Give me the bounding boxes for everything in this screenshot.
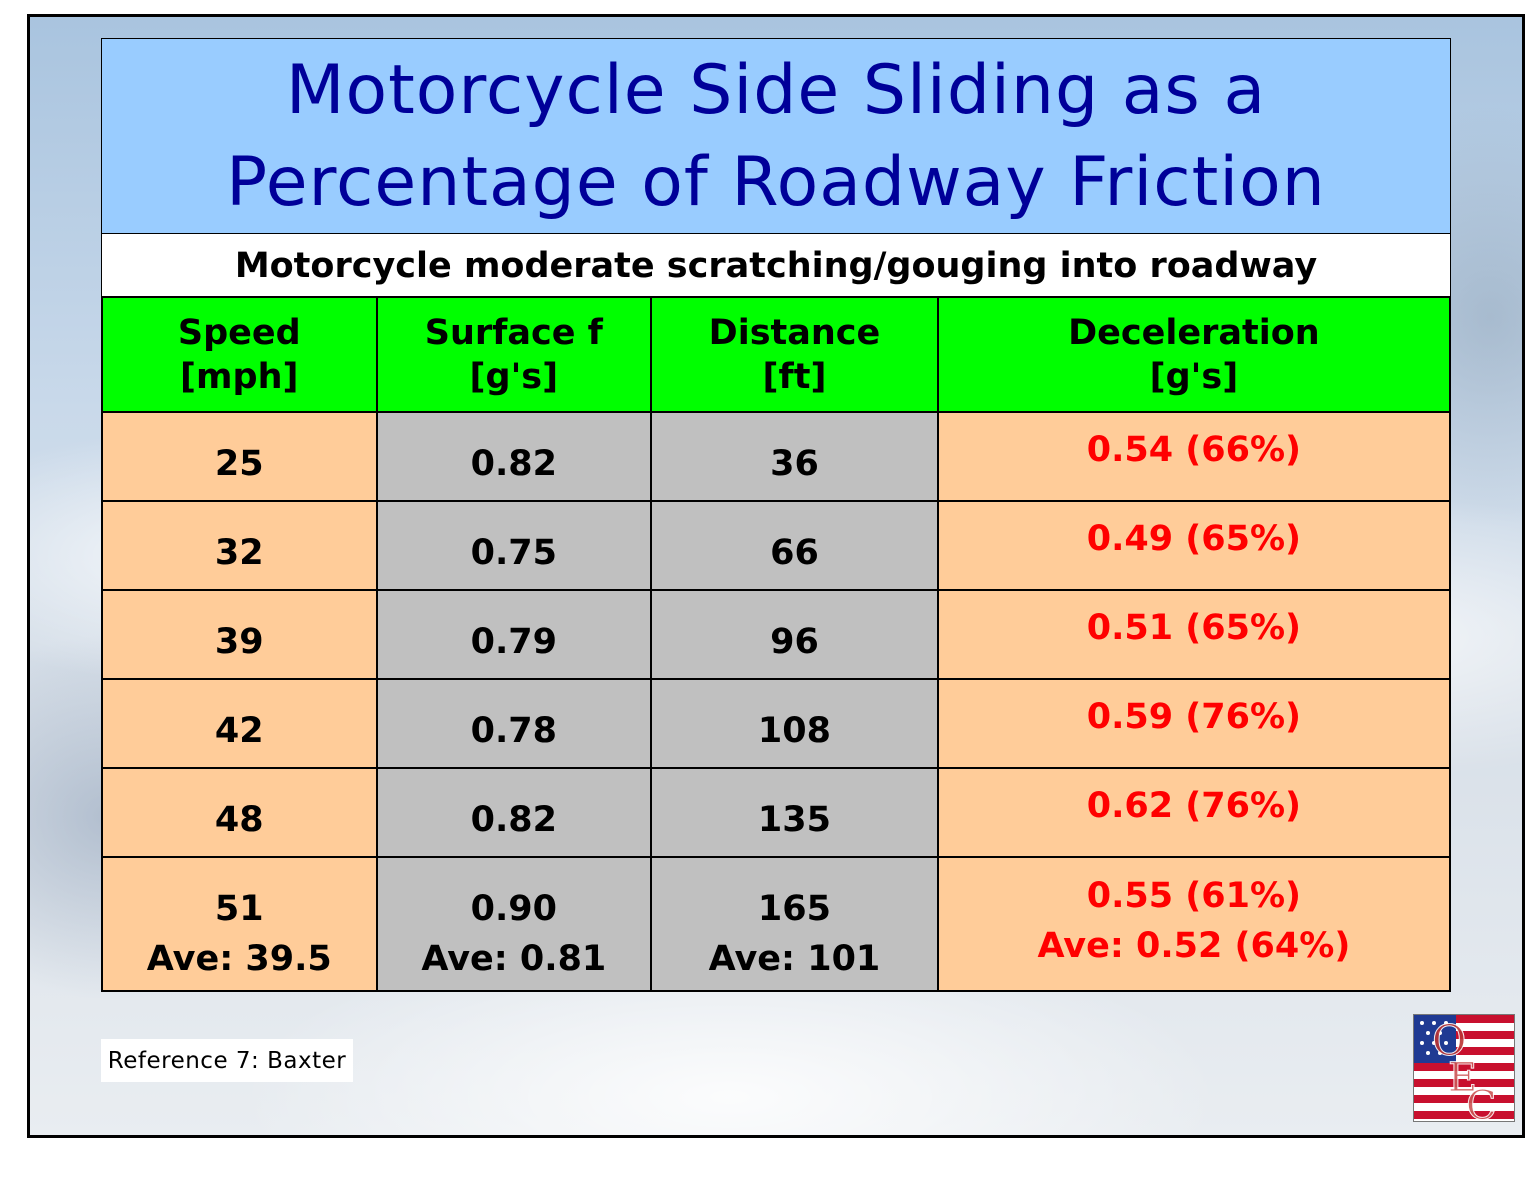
table-row: 42 0.78 108 0.59 (76%) — [101, 678, 1452, 769]
surface-cell: 0.82 — [375, 411, 653, 502]
speed-cell: 25 — [101, 411, 378, 502]
table-row-with-averages: 51 Ave: 39.5 0.90 Ave: 0.81 165 Ave: 101 0.… — [101, 856, 1452, 992]
table-subtitle: Motorcycle moderate scratching/gouging i… — [101, 233, 1451, 297]
oec-flag-logo: O E C — [1413, 1014, 1515, 1122]
header-surface-f: Surface f [g's] — [375, 296, 653, 413]
distance-cell: 165 Ave: 101 — [650, 856, 939, 992]
svg-text:C: C — [1466, 1083, 1497, 1122]
deceleration-cell: 0.49 (65%) — [936, 500, 1452, 591]
surface-cell: 0.82 — [375, 767, 653, 858]
surface-cell: 0.78 — [375, 678, 653, 769]
distance-cell: 96 — [650, 589, 939, 680]
reference-label: Reference 7: Baxter — [101, 1039, 353, 1082]
table-row: 39 0.79 96 0.51 (65%) — [101, 589, 1452, 680]
deceleration-cell: 0.55 (61%) Ave: 0.52 (64%) — [936, 856, 1452, 992]
table-row: 48 0.82 135 0.62 (76%) — [101, 767, 1452, 858]
svg-text:E: E — [1448, 1055, 1477, 1101]
speed-cell: 42 — [101, 678, 378, 769]
speed-average: Ave: 39.5 — [146, 939, 332, 979]
surface-cell: 0.75 — [375, 500, 653, 591]
speed-cell: 39 — [101, 589, 378, 680]
header-speed: Speed [mph] — [101, 296, 378, 413]
speed-cell: 48 — [101, 767, 378, 858]
distance-cell: 36 — [650, 411, 939, 502]
deceleration-cell: 0.51 (65%) — [936, 589, 1452, 680]
distance-cell: 108 — [650, 678, 939, 769]
deceleration-average: Ave: 0.52 (64%) — [1037, 926, 1351, 966]
distance-cell: 135 — [650, 767, 939, 858]
header-distance: Distance [ft] — [650, 296, 939, 413]
header-row: Speed [mph] Surface f [g's] Distance [ft] D… — [101, 296, 1452, 413]
deceleration-cell: 0.59 (76%) — [936, 678, 1452, 769]
title-line-2: Percentage of Roadway Friction — [226, 142, 1326, 222]
slide-title: Motorcycle Side Sliding as a Percentage … — [101, 38, 1451, 234]
deceleration-cell: 0.62 (76%) — [936, 767, 1452, 858]
surface-cell: 0.79 — [375, 589, 653, 680]
title-line-1: Motorcycle Side Sliding as a — [285, 50, 1267, 130]
svg-text:O: O — [1432, 1016, 1466, 1065]
distance-average: Ave: 101 — [708, 939, 881, 979]
distance-cell: 66 — [650, 500, 939, 591]
speed-cell: 32 — [101, 500, 378, 591]
table-row: 25 0.82 36 0.54 (66%) — [101, 411, 1452, 502]
surface-cell: 0.90 Ave: 0.81 — [375, 856, 653, 992]
header-deceleration: Deceleration [g's] — [936, 296, 1452, 413]
speed-cell: 51 Ave: 39.5 — [101, 856, 378, 992]
deceleration-cell: 0.54 (66%) — [936, 411, 1452, 502]
table-row: 32 0.75 66 0.49 (65%) — [101, 500, 1452, 591]
surface-average: Ave: 0.81 — [421, 939, 607, 979]
data-table: Speed [mph] Surface f [g's] Distance [ft] D… — [101, 296, 1452, 992]
